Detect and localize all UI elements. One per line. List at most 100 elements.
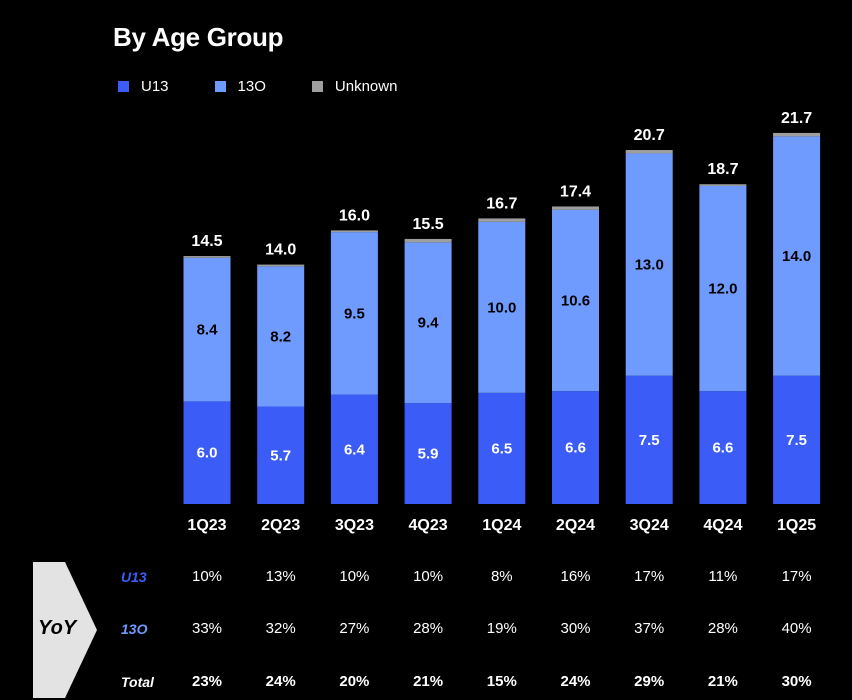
data-label-13o-3q23: 9.5 <box>344 305 365 322</box>
yoy-cell-13o-3q24: 37% <box>634 620 665 637</box>
total-label-2q23: 14.0 <box>265 242 296 259</box>
yoy-label: YoY <box>38 617 77 639</box>
data-label-13o-4q24: 12.0 <box>708 281 737 298</box>
bar-segment-u13-4q23 <box>404 403 452 504</box>
bar-segment-unknown-1q24 <box>478 218 526 222</box>
yoy-cell-total-4q24: 21% <box>707 673 738 690</box>
data-label-13o-2q24: 10.6 <box>561 293 590 310</box>
bar-segment-13o-3q23 <box>330 232 378 395</box>
legend-label-13o: 13O <box>237 78 266 95</box>
yoy-cell-total-2q23: 24% <box>265 673 296 690</box>
yoy-cell-u13-1q23: 10% <box>191 568 223 585</box>
legend-label-u13: U13 <box>141 78 169 95</box>
bar-segment-13o-2q23 <box>257 266 305 407</box>
bar-segment-u13-4q24 <box>699 391 747 504</box>
data-label-u13-4q24: 6.6 <box>712 440 733 457</box>
x-tick-label-1q24: 1Q24 <box>482 517 521 534</box>
data-label-u13-1q25: 7.5 <box>786 432 807 449</box>
data-label-13o-1q25: 14.0 <box>782 248 811 265</box>
yoy-cell-13o-2q23: 32% <box>265 620 296 637</box>
bar-segment-u13-3q23 <box>330 394 378 504</box>
total-label-1q23: 14.5 <box>191 233 222 250</box>
bar-segment-u13-1q23 <box>183 401 231 504</box>
yoy-cell-u13-1q25: 17% <box>781 568 812 585</box>
yoy-cell-total-4q23: 21% <box>413 673 444 690</box>
x-tick-label-4q23: 4Q23 <box>409 517 448 534</box>
legend: U13 13O Unknown <box>118 78 397 95</box>
yoy-cell-13o-1q23: 33% <box>191 620 223 637</box>
bar-segment-u13-1q25 <box>773 375 821 504</box>
legend-swatch-unknown <box>311 81 323 92</box>
bar-segment-13o-1q25 <box>773 136 821 376</box>
total-label-3q24: 20.7 <box>634 127 665 144</box>
yoy-cell-13o-1q24: 19% <box>486 620 517 637</box>
yoy-cell-u13-3q24: 17% <box>634 568 665 585</box>
bar-segment-13o-4q23 <box>404 242 452 404</box>
yoy-row-label-13o: 13O <box>121 621 148 637</box>
legend-label-unknown: Unknown <box>334 78 398 95</box>
bar-segment-u13-1q24 <box>478 392 526 504</box>
data-label-13o-1q24: 10.0 <box>487 299 516 316</box>
bar-segment-u13-2q23 <box>257 406 305 504</box>
legend-item-u13: U13 <box>118 78 169 95</box>
data-label-u13-3q23: 6.4 <box>344 441 366 458</box>
x-tick-label-2q23: 2Q23 <box>261 517 300 534</box>
data-label-u13-1q24: 6.5 <box>491 440 512 457</box>
yoy-cell-13o-4q24: 28% <box>707 620 738 637</box>
data-label-u13-1q23: 6.0 <box>197 445 218 462</box>
bar-segment-13o-1q24 <box>478 221 526 393</box>
data-label-13o-2q23: 8.2 <box>270 328 291 345</box>
yoy-cell-total-2q24: 24% <box>560 673 591 690</box>
x-tick-label-2q24: 2Q24 <box>556 517 595 534</box>
yoy-row-label-total: Total <box>121 674 154 690</box>
total-label-1q25: 21.7 <box>781 110 812 127</box>
x-tick-label-4q24: 4Q24 <box>703 517 742 534</box>
bar-segment-13o-1q23 <box>183 257 231 402</box>
yoy-cell-u13-1q24: 8% <box>490 568 513 585</box>
yoy-cell-total-1q24: 15% <box>486 673 517 690</box>
total-label-1q24: 16.7 <box>486 195 517 212</box>
legend-item-13o: 13O <box>214 78 266 95</box>
bar-segment-unknown-3q23 <box>330 230 378 233</box>
total-label-3q23: 16.0 <box>339 207 370 224</box>
x-tick-label-1q23: 1Q23 <box>187 517 226 534</box>
yoy-cell-13o-2q24: 30% <box>560 620 591 637</box>
yoy-cell-u13-2q24: 16% <box>560 568 591 585</box>
data-label-u13-4q23: 5.9 <box>418 446 439 463</box>
bar-segment-unknown-4q24 <box>699 184 747 186</box>
yoy-cell-u13-3q23: 10% <box>339 568 370 585</box>
bar-segment-unknown-2q24 <box>552 206 599 210</box>
legend-item-unknown: Unknown <box>311 78 398 95</box>
legend-swatch-13o <box>214 81 226 92</box>
total-label-4q24: 18.7 <box>707 161 738 178</box>
bar-segment-13o-3q24 <box>625 153 673 376</box>
yoy-cell-u13-2q23: 13% <box>265 568 296 585</box>
data-label-u13-3q24: 7.5 <box>639 432 660 449</box>
yoy-row-label-u13: U13 <box>121 569 147 585</box>
bar-segment-unknown-4q23 <box>404 238 452 243</box>
bar-segment-13o-4q24 <box>699 185 747 392</box>
x-tick-label-1q25: 1Q25 <box>777 517 816 534</box>
data-label-u13-2q23: 5.7 <box>270 447 291 464</box>
yoy-cell-total-3q24: 29% <box>634 673 665 690</box>
yoy-cell-13o-4q23: 28% <box>413 620 444 637</box>
bar-segment-unknown-2q23 <box>257 264 305 267</box>
x-tick-label-3q24: 3Q24 <box>630 517 669 534</box>
data-label-13o-3q24: 13.0 <box>635 257 664 274</box>
legend-swatch-u13 <box>118 81 129 92</box>
yoy-cell-total-1q25: 30% <box>781 673 812 690</box>
yoy-cell-u13-4q23: 10% <box>413 568 444 585</box>
data-label-13o-1q23: 8.4 <box>197 322 219 339</box>
yoy-cell-total-1q23: 23% <box>191 673 223 690</box>
data-label-u13-2q24: 6.6 <box>565 440 586 457</box>
yoy-arrow-shape <box>33 562 97 698</box>
data-label-13o-4q23: 9.4 <box>418 315 440 332</box>
bar-segment-u13-3q24 <box>625 375 673 504</box>
total-label-4q23: 15.5 <box>413 216 444 233</box>
yoy-cell-total-3q23: 20% <box>339 673 370 690</box>
total-label-2q24: 17.4 <box>560 183 591 200</box>
yoy-cell-13o-3q23: 27% <box>339 620 370 637</box>
bar-segment-unknown-1q25 <box>773 132 821 137</box>
x-tick-label-3q23: 3Q23 <box>335 517 374 534</box>
